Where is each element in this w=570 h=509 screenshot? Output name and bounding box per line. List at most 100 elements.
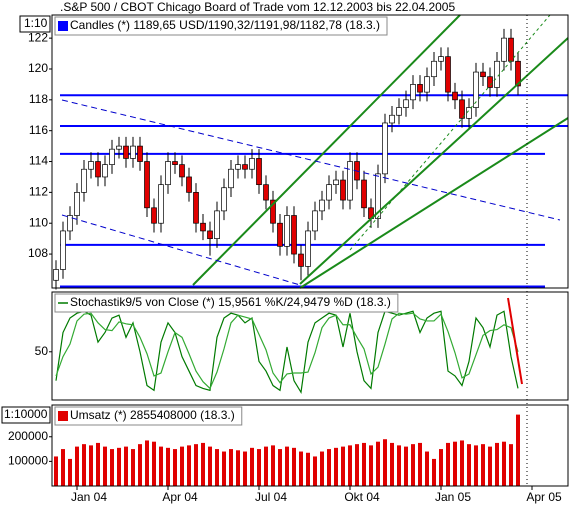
scale-label: 1:10 xyxy=(24,16,48,30)
candle-body xyxy=(200,222,206,232)
candle-body xyxy=(333,179,339,186)
channel-line xyxy=(61,214,301,286)
candle-body xyxy=(375,173,381,219)
candle-body xyxy=(193,192,199,224)
volume-bar xyxy=(369,445,373,486)
scale-label: 1:10000 xyxy=(4,407,48,421)
candle-body xyxy=(284,215,290,247)
volume-bar xyxy=(439,449,443,486)
volume-bar xyxy=(334,447,338,486)
volume-bar xyxy=(460,440,464,486)
y-tick-label: 114 xyxy=(29,154,48,168)
candle-body xyxy=(459,99,465,119)
candle-body xyxy=(186,176,192,193)
candle-body xyxy=(81,168,87,193)
y-tick-label: 110 xyxy=(29,215,48,229)
candle-body xyxy=(263,184,269,201)
candle-body xyxy=(249,158,255,170)
candle-body xyxy=(382,122,388,175)
candle-body xyxy=(172,161,178,165)
volume-bar xyxy=(82,444,86,486)
volume-bar xyxy=(103,446,107,486)
volume-bar xyxy=(488,446,492,486)
volume-bar xyxy=(68,458,72,486)
candle-body xyxy=(144,161,150,209)
x-tick-label: Jul 04 xyxy=(255,490,287,504)
candle-body xyxy=(277,222,283,247)
stochastic-line xyxy=(55,310,519,395)
candle-body xyxy=(214,210,220,239)
volume-bar xyxy=(131,449,135,486)
volume-bar xyxy=(138,444,142,486)
x-tick-label: Okt 04 xyxy=(344,490,380,504)
volume-bar xyxy=(474,445,478,486)
legend-swatch xyxy=(58,411,68,421)
volume-bar xyxy=(243,451,247,486)
legend-box xyxy=(54,406,243,426)
candle-body xyxy=(242,164,248,170)
candle-body xyxy=(53,269,59,281)
candle-body xyxy=(473,71,479,108)
y-tick-label: 100000 xyxy=(8,454,48,468)
volume-bar xyxy=(285,446,289,486)
volume-bar xyxy=(320,451,324,486)
candle-body xyxy=(74,192,80,216)
legend-swatch xyxy=(58,21,68,31)
candle-body xyxy=(228,168,234,189)
candle-body xyxy=(417,84,423,93)
trend-line xyxy=(299,117,569,289)
volume-bar xyxy=(145,440,149,486)
candle-body xyxy=(305,230,311,267)
legend-box xyxy=(54,293,399,313)
overlay xyxy=(61,14,569,486)
volume-bar xyxy=(453,441,457,486)
panel-frame xyxy=(51,291,569,401)
candle-body xyxy=(508,37,514,62)
y-tick-label: 116 xyxy=(29,123,48,137)
scale-box xyxy=(19,15,51,33)
candle-body xyxy=(431,60,437,78)
volume-bar xyxy=(236,450,240,486)
volume-bar xyxy=(222,451,226,486)
volume-bar xyxy=(180,446,184,486)
candle-body xyxy=(445,56,451,93)
volume-bar xyxy=(495,442,499,486)
volume-bar xyxy=(404,446,408,486)
volume-bar xyxy=(152,441,156,486)
volume-bar xyxy=(306,452,310,486)
volume-bar xyxy=(411,444,415,486)
volume-bar xyxy=(348,445,352,486)
candle-body xyxy=(67,215,73,232)
y-tick-label: 122 xyxy=(28,30,48,44)
y-tick-label: 108 xyxy=(28,246,48,260)
volume-bar xyxy=(201,442,205,486)
volume-bar xyxy=(89,445,93,486)
legends: Candles (*) 1189,65 USD/1190,32/1191,98/… xyxy=(54,16,399,426)
candle-body xyxy=(410,84,416,101)
y-tick-label: 112 xyxy=(29,185,48,199)
volume-bar xyxy=(117,447,121,486)
volume-bar xyxy=(397,445,401,486)
volume-bar xyxy=(481,444,485,486)
candle-body xyxy=(221,187,227,212)
candle-body xyxy=(158,184,164,224)
legend-label: Candles (*) 1189,65 USD/1190,32/1191,98/… xyxy=(70,18,380,32)
panel-frame xyxy=(51,14,569,289)
volume-bar xyxy=(516,414,520,486)
candle-body xyxy=(151,207,157,224)
volume-bar xyxy=(327,449,331,486)
candle-body xyxy=(88,161,94,170)
volume-bar xyxy=(299,451,303,486)
candle-body xyxy=(270,199,276,224)
legend-label: Umsatz (*) 2855408000 (18.3.) xyxy=(70,408,235,422)
candle-body xyxy=(291,215,297,255)
candle-body xyxy=(480,71,486,78)
volume-bar xyxy=(383,439,387,486)
volume-bar xyxy=(509,444,513,486)
x-tick-label: Jan 04 xyxy=(71,490,107,504)
volume-bar xyxy=(425,451,429,486)
candle-body xyxy=(403,99,409,108)
candle-body xyxy=(109,148,115,165)
